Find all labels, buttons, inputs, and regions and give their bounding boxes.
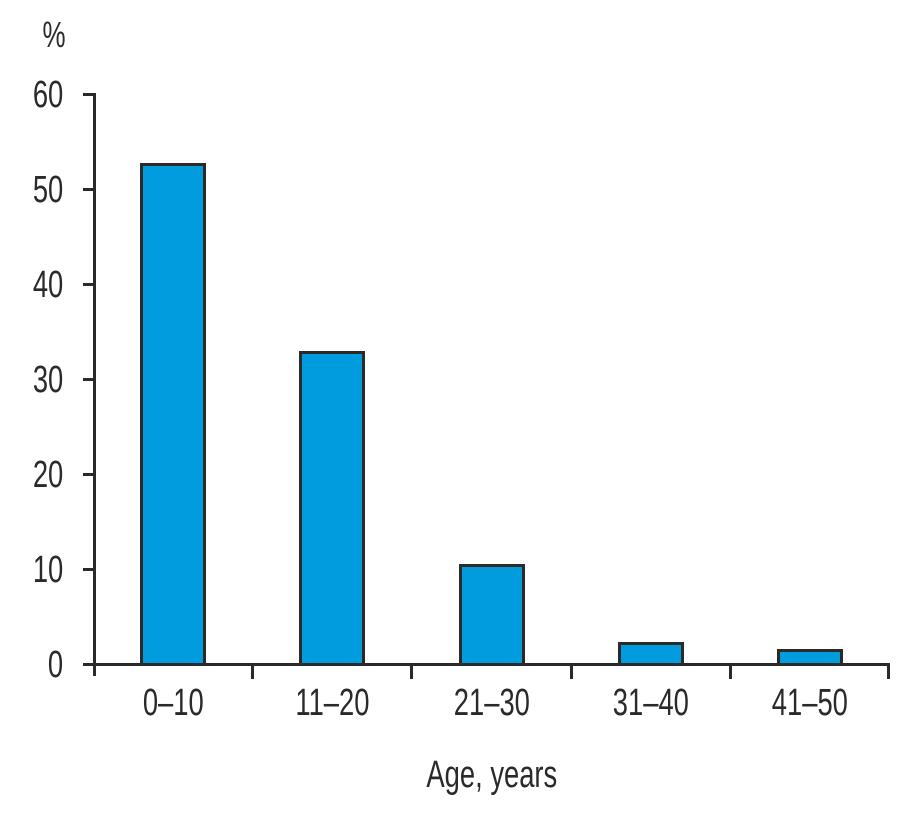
x-category-label: 31–40 [571,684,731,722]
y-tick-label-text: 0 [47,643,63,686]
y-tick [83,188,96,191]
y-tick-label: 40 [0,266,63,304]
y-tick-label: 10 [0,551,63,589]
y-tick-label-text: 30 [32,358,63,401]
x-tick [410,663,413,679]
x-axis-title: Age, years [342,755,642,795]
y-tick-label-text: 40 [32,263,63,306]
y-tick [83,663,96,666]
y-tick-label: 0 [0,646,63,684]
bar [777,649,843,666]
y-axis-unit-label: % [14,14,94,56]
y-tick [83,473,96,476]
x-category-label: 0–10 [93,684,253,722]
y-tick-label: 60 [0,76,63,114]
x-tick [729,663,732,679]
y-tick [83,93,96,96]
x-category-label: 21–30 [412,684,572,722]
x-tick [251,663,254,679]
x-category-label-text: 41–50 [771,682,849,724]
x-category-label: 41–50 [730,684,890,722]
x-category-label-text: 11–20 [294,682,370,724]
x-tick [570,663,573,679]
bar [459,564,525,666]
x-category-label-text: 31–40 [612,682,690,724]
x-category-label-text: 0–10 [142,682,204,724]
x-category-label-text: 21–30 [453,682,531,724]
y-tick-label-text: 20 [32,453,63,496]
x-category-label: 11–20 [252,684,412,722]
y-axis-unit-text: % [42,14,66,55]
y-tick-label-text: 50 [32,168,63,211]
y-tick-label: 50 [0,171,63,209]
y-tick-label: 30 [0,361,63,399]
y-axis-line [93,93,96,676]
y-tick [83,283,96,286]
y-tick-label-text: 60 [32,73,63,116]
y-tick-label-text: 10 [32,548,63,591]
y-tick [83,378,96,381]
x-axis-title-text: Age, years [426,754,558,796]
bar [299,351,365,666]
y-tick-label: 20 [0,456,63,494]
bar [618,642,684,666]
x-axis-end-tick [887,663,890,679]
y-tick [83,568,96,571]
bar [140,163,206,666]
